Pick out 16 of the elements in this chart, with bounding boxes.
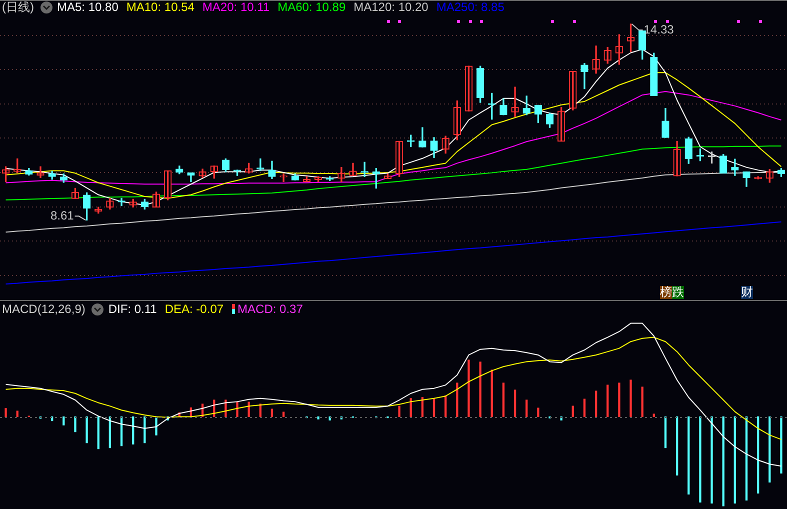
annotation: 8.61 xyxy=(50,208,74,222)
text: MA5: 10.80 xyxy=(57,0,118,14)
text: MA20: 10.11 xyxy=(202,0,270,14)
text: 财 xyxy=(741,285,753,299)
text: MA120: 10.20 xyxy=(354,0,428,14)
text: MA60: 10.89 xyxy=(278,0,346,14)
text: DIF: 0.11 xyxy=(108,302,157,316)
chart-title: (日线) xyxy=(2,0,34,16)
annotation: 14.33 xyxy=(644,22,674,36)
legend-label: MACD: 0.37 xyxy=(236,302,303,316)
text: 跌 xyxy=(672,285,684,299)
text: 榜 xyxy=(660,285,672,299)
text: MA10: 10.54 xyxy=(126,0,194,14)
chart-title: MACD(12,26,9) xyxy=(2,302,86,316)
text: DEA: -0.07 xyxy=(164,302,224,316)
text: MA250: 8.85 xyxy=(436,0,504,14)
